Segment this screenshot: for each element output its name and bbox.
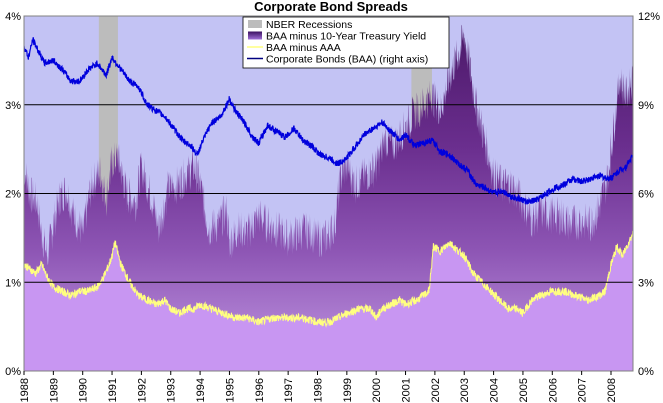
plot-frame xyxy=(23,15,634,372)
baa-yield-line-path xyxy=(24,37,633,205)
x-axis-tick-label: 2004 xyxy=(489,378,501,402)
legend-swatch-box xyxy=(248,20,262,28)
x-axis-tick-label: 1993 xyxy=(166,378,178,402)
gridlines xyxy=(24,104,633,283)
x-axis-tick-label: 1991 xyxy=(107,378,119,402)
left-axis-tick-label: 1% xyxy=(5,277,21,289)
right-axis-tick-label: 12% xyxy=(638,11,660,23)
legend-label: BAA minus AAA xyxy=(266,42,341,54)
right-axis-tick-label: 3% xyxy=(638,277,654,289)
left-axis-tick-label: 0% xyxy=(5,366,21,378)
right-axis-tick-label: 9% xyxy=(638,100,654,112)
right-axis-tick-label: 6% xyxy=(638,189,654,201)
legend-label: BAA minus 10-Year Treasury Yield xyxy=(266,31,426,43)
x-axis-tick-label: 2008 xyxy=(606,378,618,402)
x-axis-tick-label: 1998 xyxy=(312,378,324,402)
baa-yield-line xyxy=(24,37,633,205)
legend-item: BAA minus AAA xyxy=(247,42,341,54)
x-axis-tick-label: 2001 xyxy=(401,378,413,402)
x-axis-tick-label: 1990 xyxy=(78,378,90,402)
left-axis-ticks: 0% 1% 2% 3% 4% xyxy=(5,11,21,378)
baa-aaa-spread xyxy=(24,230,633,371)
x-axis-tick-label: 1999 xyxy=(342,378,354,402)
x-axis-tick-label: 1992 xyxy=(136,378,148,402)
baa-aaa-line-path xyxy=(24,230,633,328)
legend-item: BAA minus 10-Year Treasury Yield xyxy=(248,31,426,43)
left-axis-tick-label: 2% xyxy=(5,189,21,201)
left-axis-tick-label: 3% xyxy=(5,100,21,112)
legend-item: NBER Recessions xyxy=(248,19,352,31)
x-axis-tick-label: 1995 xyxy=(224,378,236,402)
x-axis-tick-label: 2002 xyxy=(430,378,442,402)
x-axis-tick-label: 2003 xyxy=(459,378,471,402)
legend-box xyxy=(242,16,450,69)
baa-aaa-area-path xyxy=(24,230,633,371)
x-axis-tick-label: 1988 xyxy=(19,378,31,402)
x-axis-tick-label: 2006 xyxy=(547,378,559,402)
x-axis-tick-label: 1994 xyxy=(195,378,207,402)
legend-label: NBER Recessions xyxy=(266,19,352,31)
legend-item: Corporate Bonds (BAA) (right axis) xyxy=(247,54,428,66)
chart-title: Corporate Bond Spreads xyxy=(254,0,408,14)
right-axis-ticks: 0% 3% 6% 9% 12% xyxy=(638,11,660,378)
x-axis-tick-label: 2007 xyxy=(577,378,589,402)
right-axis-tick-label: 0% xyxy=(638,366,654,378)
x-axis-tick-label: 2000 xyxy=(371,378,383,402)
legend-label: Corporate Bonds (BAA) (right axis) xyxy=(266,54,428,66)
x-axis-tick-label: 1997 xyxy=(283,378,295,402)
x-axis-tick-label: 1989 xyxy=(48,378,60,402)
x-axis-tick-label: 1996 xyxy=(254,378,266,402)
legend-swatch-gradient xyxy=(248,31,262,40)
x-axis-ticks: 1988 1989 1990 1991 1992 1993 1994 1995 1996 1997… xyxy=(19,371,618,402)
x-axis-tick-label: 2005 xyxy=(518,378,530,402)
left-axis-tick-label: 4% xyxy=(5,11,21,23)
